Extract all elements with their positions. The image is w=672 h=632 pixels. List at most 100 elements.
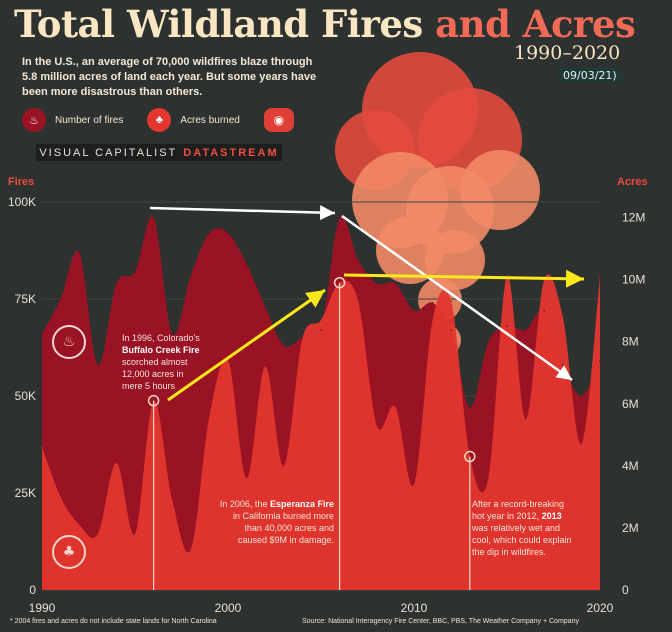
- fires-point: [543, 309, 545, 312]
- acres-point: [78, 524, 80, 526]
- source-note: Source: National Interagency Fire Center…: [302, 618, 579, 625]
- flame-icon: ♨: [22, 108, 46, 132]
- y-left-tick-label: 25K: [15, 486, 36, 500]
- visual-capitalist-logo-icon: ◉: [263, 108, 294, 132]
- y-right-tick-label: 6M: [622, 397, 639, 411]
- acres-point: [59, 496, 62, 498]
- legend-label-fires: Number of fires: [55, 114, 124, 126]
- chart-title-accent: and Acres: [435, 2, 636, 46]
- y-axis-right-label: Acres: [617, 176, 648, 188]
- footnote: * 2004 fires and acres do not include st…: [10, 618, 217, 625]
- fires-point: [469, 406, 471, 409]
- y-left-tick-label: 0: [29, 583, 36, 597]
- highlight-marker: [333, 276, 346, 289]
- yellow-arrow: [343, 269, 585, 288]
- fires-point: [59, 298, 62, 300]
- acres-point: [97, 533, 99, 535]
- acres-point: [171, 499, 173, 501]
- y-axis-left-label: Fires: [8, 176, 35, 188]
- tree-fire-icon: ♣: [52, 535, 86, 569]
- legend-item-acres: ♣ Acres burned: [147, 108, 240, 132]
- fires-point: [264, 305, 267, 308]
- annotation-2006: In 2006, the Esperanza Fire in Californi…: [219, 499, 334, 545]
- fires-point: [562, 364, 564, 366]
- highlight-marker: [464, 450, 476, 463]
- acres-point: [562, 316, 564, 318]
- intro-text: In the U.S., an average of 70,000 wildfi…: [22, 56, 317, 98]
- acres-point: [376, 424, 378, 427]
- fires-point: [190, 274, 192, 277]
- fires-point: [152, 216, 155, 219]
- acres-point: [283, 465, 285, 467]
- fires-point: [320, 329, 322, 331]
- acres-point: [264, 365, 267, 368]
- y-left-tick-label: 50K: [15, 389, 36, 403]
- fires-point: [283, 344, 285, 347]
- fires-point: [599, 360, 601, 362]
- fires-point: [78, 251, 80, 254]
- highlight-marker: [147, 394, 160, 407]
- annotation-1996: In 1996, Colorado's Buffalo Creek Fire s…: [122, 333, 200, 391]
- acres-point: [245, 477, 248, 480]
- x-tick-label: 2010: [401, 601, 428, 615]
- date-badge: 09/03/21): [558, 68, 622, 83]
- y-right-tick-label: 0: [622, 583, 629, 597]
- chart-title-main: Total Wildland Fires: [14, 2, 423, 46]
- brand-datastream: DATASTREAM: [183, 146, 279, 159]
- fires-point: [413, 309, 415, 312]
- y-right-tick-label: 4M: [622, 459, 639, 473]
- acres-point: [450, 300, 453, 303]
- fires-point: [97, 364, 99, 366]
- acres-point: [431, 319, 434, 321]
- fires-point: [487, 340, 490, 343]
- fires-point: [357, 259, 360, 262]
- x-tick-label: 2020: [587, 601, 614, 615]
- brand-name: VISUAL CAPITALIST: [39, 146, 178, 159]
- white-arrow: [149, 205, 336, 221]
- fires-point: [394, 282, 397, 285]
- fires-point: [134, 271, 136, 273]
- acres-point: [524, 418, 527, 421]
- fires-point: [450, 329, 453, 331]
- acres-point: [413, 483, 415, 486]
- y-right-tick-label: 2M: [622, 521, 639, 535]
- acres-point: [115, 461, 118, 464]
- acres-point: [41, 446, 43, 449]
- y-right-tick-label: 10M: [622, 273, 645, 287]
- x-tick-label: 2000: [215, 601, 242, 615]
- acres-point: [394, 406, 397, 408]
- y-left-tick-label: 100K: [8, 195, 36, 209]
- acres-point: [599, 275, 601, 278]
- fires-point: [115, 282, 118, 285]
- x-tick-label: 1990: [29, 601, 56, 615]
- acres-point: [357, 300, 360, 303]
- chart-title: Total Wildland Fires and Acres: [14, 2, 636, 46]
- white-arrow: [341, 214, 573, 382]
- fires-point: [245, 263, 248, 265]
- fires-point: [431, 302, 434, 304]
- y-right-tick-label: 12M: [622, 211, 645, 225]
- smoke-plume-puff: [425, 230, 485, 290]
- legend-label-acres: Acres burned: [180, 114, 240, 126]
- y-right-tick-label: 8M: [622, 335, 639, 349]
- acres-point: [580, 443, 583, 445]
- yellow-arrow: [167, 288, 326, 402]
- acres-point: [190, 548, 192, 551]
- acres-point: [320, 319, 322, 321]
- y-left-tick-label: 75K: [15, 292, 36, 306]
- legend: ♨ Number of fires ♣ Acres burned ◉: [22, 108, 294, 132]
- fires-point: [524, 329, 527, 331]
- chart-subtitle-years: 1990–2020: [514, 42, 621, 64]
- legend-item-fires: ♨ Number of fires: [22, 108, 123, 132]
- acres-point: [208, 415, 211, 417]
- fires-point: [338, 216, 341, 219]
- fires-point: [41, 333, 43, 335]
- acres-point: [301, 337, 304, 340]
- fires-point: [227, 232, 229, 234]
- acres-point: [134, 533, 136, 535]
- brand-bar: VISUAL CAPITALIST DATASTREAM: [36, 144, 282, 161]
- fires-point: [171, 333, 173, 335]
- fires-point: [506, 325, 508, 327]
